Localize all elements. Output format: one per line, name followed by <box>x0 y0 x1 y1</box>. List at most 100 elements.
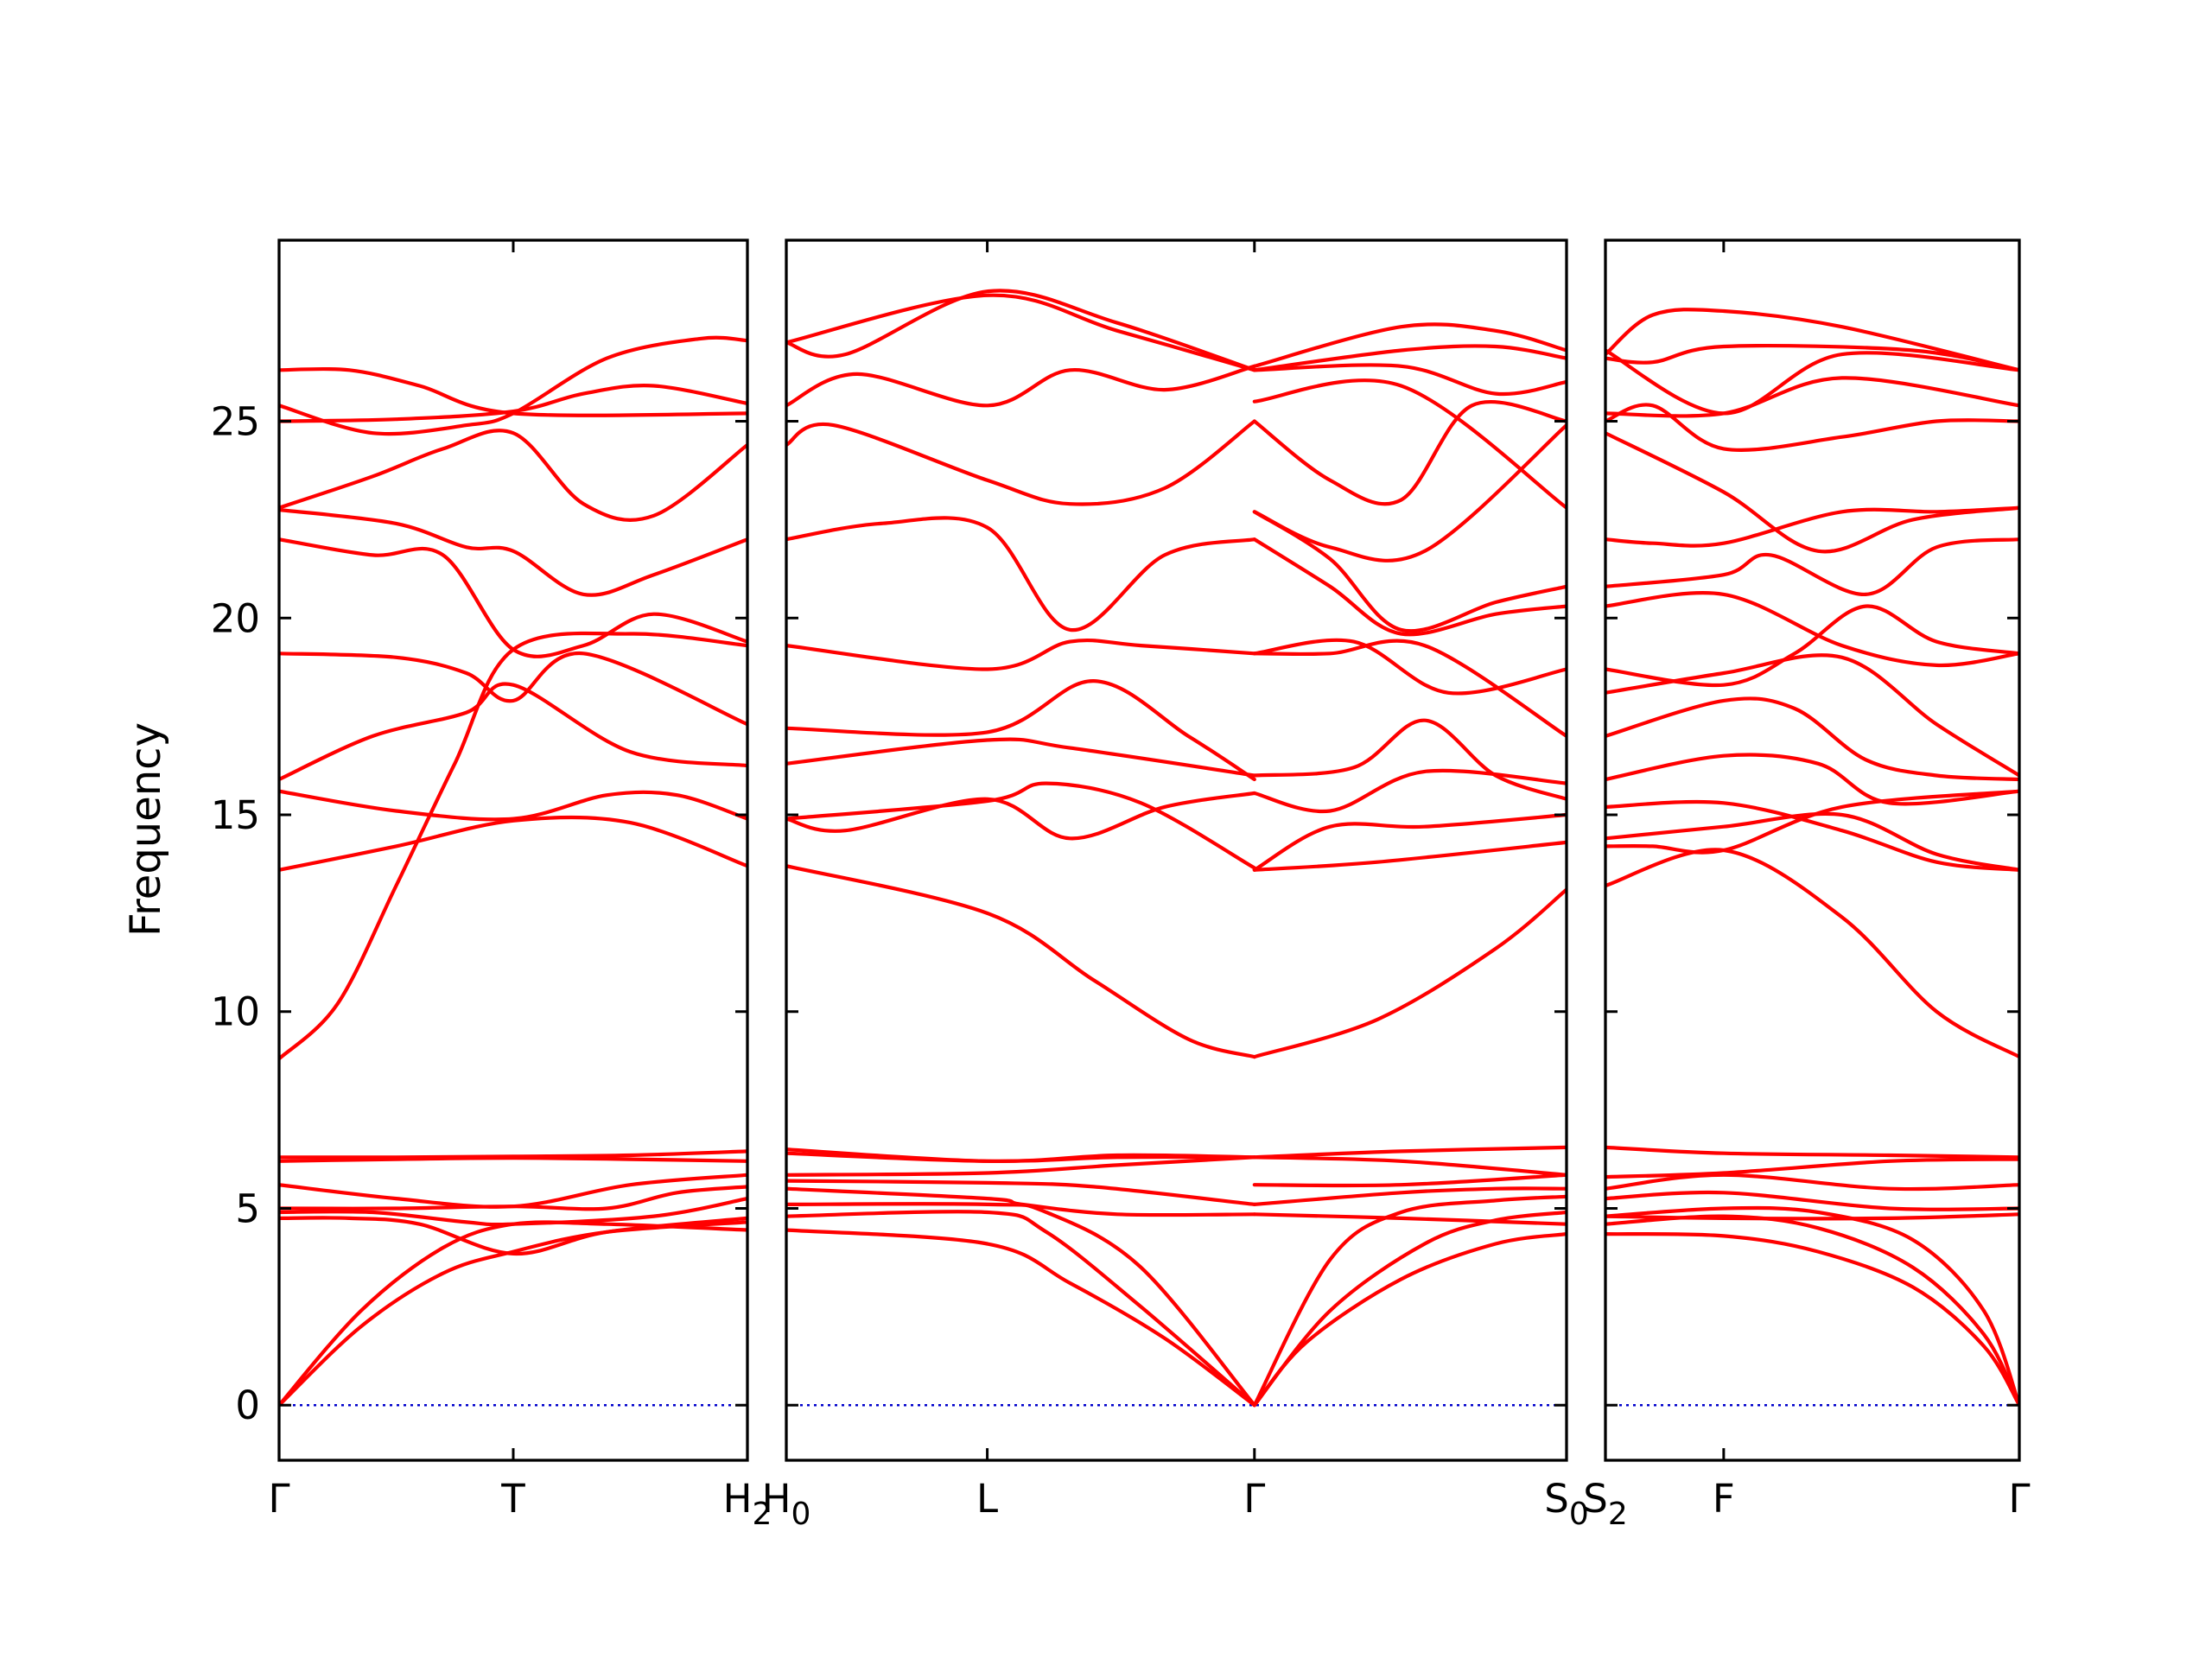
band-1-17 <box>279 384 747 423</box>
band-3-20 <box>1605 431 2019 554</box>
band-2-4 <box>786 1186 1256 1217</box>
band-group <box>786 289 1567 1408</box>
band-3-14 <box>1605 696 2019 782</box>
band-1-3 <box>279 1216 747 1256</box>
band-1-16 <box>279 429 747 522</box>
band-2-23 <box>1252 1212 1567 1226</box>
band-3-25 <box>1605 308 2019 372</box>
band-3-21 <box>1605 403 2019 452</box>
panel-frame <box>277 238 749 1462</box>
band-2-12 <box>786 737 1256 778</box>
band-2-37 <box>1252 423 1567 563</box>
band-3-12 <box>1605 799 2019 872</box>
band-group <box>1605 308 2019 1408</box>
band-2-27 <box>1252 1145 1567 1160</box>
band-2-22 <box>1252 1194 1567 1408</box>
band-3-7 <box>1605 1157 2019 1179</box>
band-1-12 <box>279 682 747 782</box>
band-2-2 <box>786 1210 1256 1408</box>
band-3-10 <box>1605 789 2019 855</box>
band-2-16 <box>786 419 1256 506</box>
band-2-40 <box>1252 363 1567 397</box>
x-tick-label: H0 <box>762 1476 811 1532</box>
band-1-11 <box>279 789 747 822</box>
band-1-19 <box>279 366 747 417</box>
panel-1: Γ T H2 0 5 10 15 20 25 <box>211 238 772 1532</box>
band-3-19 <box>1605 505 2019 548</box>
band-2-34 <box>1252 639 1567 738</box>
x-tick-label: T <box>500 1476 525 1522</box>
band-2-19 <box>786 293 1256 372</box>
band-1-15 <box>279 507 747 597</box>
band-3-3 <box>1605 1205 2019 1408</box>
y-tick-label: 15 <box>211 792 260 838</box>
band-1-14 <box>279 537 747 658</box>
x-tick-label: Γ <box>2008 1476 2030 1522</box>
band-2-36 <box>1252 510 1567 633</box>
band-3-23 <box>1605 348 2019 416</box>
band-2-25 <box>1252 1173 1567 1188</box>
band-3-2 <box>1605 1214 2019 1408</box>
panel-frame <box>785 238 1568 1462</box>
band-2-3 <box>786 1202 1256 1408</box>
y-tick-label: 5 <box>235 1185 260 1231</box>
y-tick-label: 10 <box>211 989 260 1035</box>
y-axis-label: Frequency <box>122 722 170 937</box>
band-1-4 <box>279 1197 747 1227</box>
band-1-13 <box>279 652 747 727</box>
band-3-9 <box>1605 848 2019 1059</box>
x-tick-label: S0 <box>1544 1476 1588 1532</box>
band-3-18 <box>1605 537 2019 597</box>
x-tick-label: Γ <box>268 1476 289 1522</box>
band-2-33 <box>1252 638 1567 696</box>
band-3-15 <box>1605 653 2019 778</box>
band-3-8 <box>1605 1145 2019 1160</box>
panel-2: H0 L Γ S0 <box>762 238 1589 1532</box>
band-2-24 <box>1252 1186 1567 1206</box>
band-2-29 <box>1252 840 1567 872</box>
band-2-20 <box>1252 1232 1567 1408</box>
band-2-17 <box>786 364 1256 408</box>
band-1-6 <box>279 1173 747 1209</box>
band-2-21 <box>1252 1210 1567 1408</box>
band-3-16 <box>1605 604 2019 688</box>
x-tick-label: F <box>1713 1476 1735 1522</box>
band-1-9 <box>279 631 747 1061</box>
band-2-42 <box>1252 322 1567 368</box>
band-2-10 <box>786 781 1256 870</box>
panel-3: S2 F Γ <box>1583 238 2031 1532</box>
band-3-4 <box>1605 1212 2019 1221</box>
band-2-32 <box>1252 718 1567 801</box>
band-group <box>279 335 747 1408</box>
band-2-39 <box>1252 378 1567 510</box>
band-2-11 <box>786 791 1256 841</box>
band-1-10 <box>279 815 747 872</box>
band-3-5 <box>1605 1190 2019 1211</box>
x-tick-label: Γ <box>1243 1476 1265 1522</box>
band-2-8 <box>786 1147 1256 1164</box>
band-2-15 <box>786 516 1256 632</box>
band-1-8 <box>279 1149 747 1160</box>
band-2-30 <box>1252 812 1567 872</box>
band-1-5 <box>279 1185 747 1211</box>
band-3-1 <box>1605 1232 2019 1408</box>
band-2-28 <box>1252 887 1567 1059</box>
band-3-22 <box>1605 376 2019 418</box>
band-3-13 <box>1605 753 2019 806</box>
band-2-5 <box>786 1179 1256 1206</box>
band-2-26 <box>1252 1155 1567 1177</box>
band-2-35 <box>1252 537 1567 637</box>
band-2-18 <box>786 289 1256 372</box>
band-1-2 <box>279 1220 747 1408</box>
band-2-31 <box>1252 768 1567 814</box>
band-2-9 <box>786 864 1256 1059</box>
band-2-1 <box>786 1228 1256 1408</box>
band-3-11 <box>1605 811 2019 872</box>
panel-frame <box>1604 238 2021 1462</box>
band-3-6 <box>1605 1173 2019 1192</box>
x-tick-label: S2 <box>1583 1476 1627 1532</box>
band-2-6 <box>786 1155 1256 1177</box>
band-2-13 <box>786 678 1256 782</box>
